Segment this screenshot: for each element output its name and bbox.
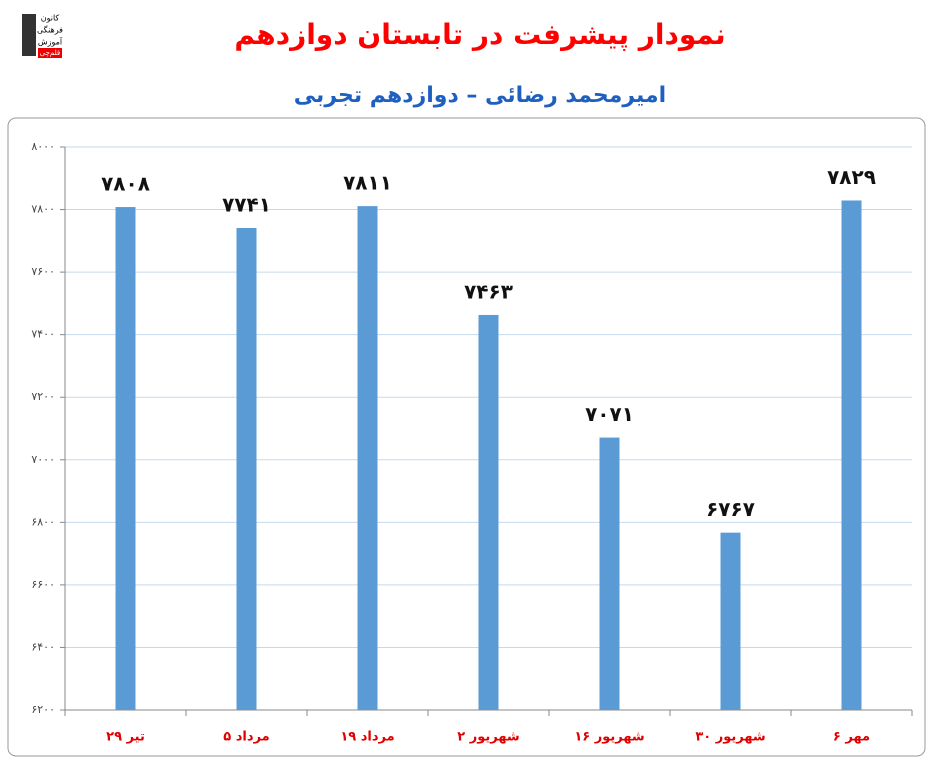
x-tick-label: ۲۹ تیر xyxy=(106,730,145,745)
bar xyxy=(478,314,499,710)
y-tick-label: ۶۲۰۰ xyxy=(31,703,55,716)
bar xyxy=(357,206,378,711)
y-tick-label: ۶۴۰۰ xyxy=(31,640,55,653)
logo-text: قلم‌چی xyxy=(40,49,60,57)
bar xyxy=(841,200,862,711)
logo-text: آموزش xyxy=(38,37,63,47)
logo-text: کانون xyxy=(41,14,60,23)
chart-frame xyxy=(7,117,926,757)
y-tick-label: ۷۴۰۰ xyxy=(31,328,55,341)
logo-figure xyxy=(22,14,36,56)
y-tick-label: ۷۰۰۰ xyxy=(31,453,55,466)
logo-text: فرهنگی xyxy=(37,25,63,35)
value-label: ۷۴۶۳ xyxy=(464,279,513,303)
logo: کانون فرهنگی آموزش قلم‌چی xyxy=(22,14,63,58)
x-tick-label: ۱۹ مرداد xyxy=(340,730,394,745)
bar xyxy=(599,437,620,710)
chart-title: نمودار پیشرفت در تابستان دوازدهم xyxy=(234,18,725,51)
y-tick-label: ۷۶۰۰ xyxy=(31,265,55,278)
x-tick-label: ۵ مرداد xyxy=(223,730,269,745)
x-tick-label: ۶ مهر xyxy=(833,730,870,745)
y-tick-label: ۷۲۰۰ xyxy=(31,390,55,403)
bar xyxy=(236,228,257,710)
value-label: ۶۷۶۷ xyxy=(706,497,755,521)
x-tick-label: ۳۰ شهریور xyxy=(695,730,765,745)
logo-badge xyxy=(38,48,62,58)
value-label: ۷۸۱۱ xyxy=(343,171,392,195)
value-label: ۷۸۰۸ xyxy=(101,172,150,196)
y-tick-label: ۸۰۰۰ xyxy=(31,140,55,153)
bar xyxy=(720,532,741,710)
y-tick-label: ۶۸۰۰ xyxy=(31,515,55,528)
y-tick-label: ۷۸۰۰ xyxy=(31,203,55,216)
value-label: ۷۰۷۱ xyxy=(585,402,634,426)
x-tick-label: ۲ شهریور xyxy=(457,730,519,745)
bar xyxy=(115,207,136,710)
y-tick-label: ۶۶۰۰ xyxy=(31,578,55,591)
chart-subtitle: امیرمحمد رضائی – دوازدهم تجربی xyxy=(294,83,666,108)
value-label: ۷۸۲۹ xyxy=(827,165,876,189)
value-label: ۷۷۴۱ xyxy=(222,193,271,217)
x-tick-label: ۱۶ شهریور xyxy=(574,730,644,745)
